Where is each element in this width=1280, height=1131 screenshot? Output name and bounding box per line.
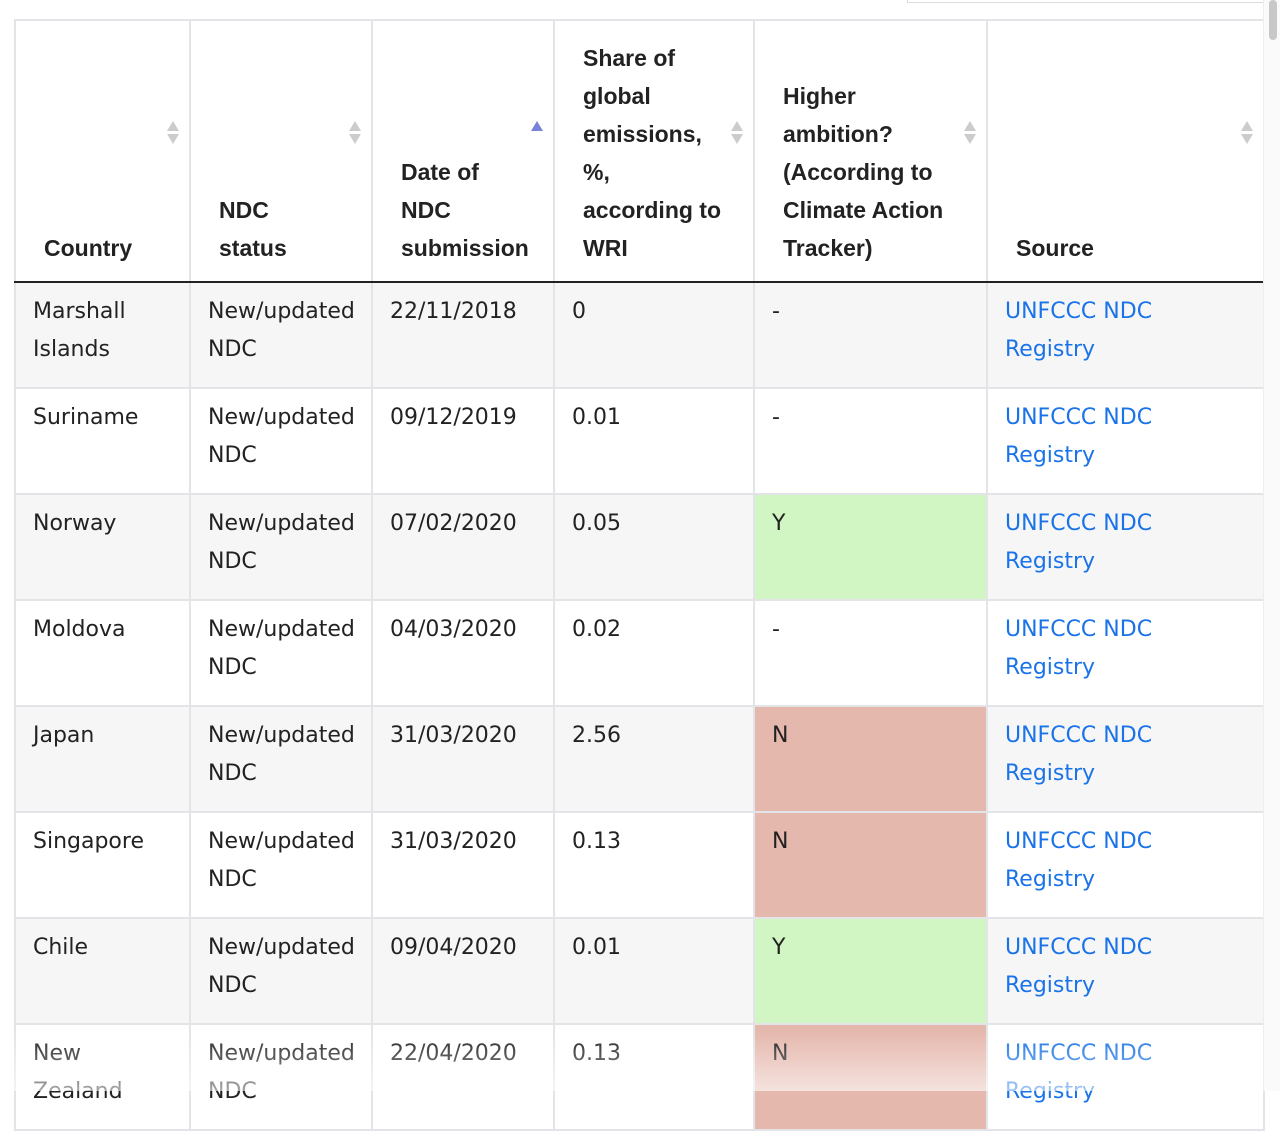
cell-date: 31/03/2020 xyxy=(371,811,555,919)
column-header-label: Country xyxy=(44,235,133,261)
table-row: Marshall Islands New/updated NDC 22/11/201… xyxy=(14,281,1265,389)
header-row: Country NDC status Date of NDC submission S… xyxy=(14,19,1265,283)
cell-share: 0.13 xyxy=(553,1023,755,1131)
cell-source: UNFCCC NDC Registry xyxy=(986,1023,1265,1131)
scrollbar[interactable] xyxy=(1263,0,1280,1091)
source-link[interactable]: UNFCCC NDC Registry xyxy=(1005,935,1153,998)
sort-icon[interactable] xyxy=(167,121,179,145)
cell-country: Chile xyxy=(14,917,191,1025)
cell-country: Singapore xyxy=(14,811,191,919)
cell-date: 04/03/2020 xyxy=(371,599,555,707)
cell-source: UNFCCC NDC Registry xyxy=(986,705,1265,813)
cell-country: New Zealand xyxy=(14,1023,191,1131)
ndc-table: Country NDC status Date of NDC submission S… xyxy=(14,19,1265,1131)
cell-share: 0.01 xyxy=(553,917,755,1025)
sort-icon[interactable] xyxy=(349,121,361,145)
column-header-label: Higher ambition? (According to Climate A… xyxy=(783,83,944,261)
cell-country: Moldova xyxy=(14,599,191,707)
cell-status: New/updated NDC xyxy=(189,705,373,813)
column-header-label: Source xyxy=(1016,235,1094,261)
cell-status: New/updated NDC xyxy=(189,1023,373,1131)
cell-share: 0 xyxy=(553,281,755,389)
column-header-higher-ambition-according-to-climate-action-tracker[interactable]: Higher ambition? (According to Climate A… xyxy=(753,19,988,283)
source-link[interactable]: UNFCCC NDC Registry xyxy=(1005,511,1153,574)
cell-country: Marshall Islands xyxy=(14,281,191,389)
cell-source: UNFCCC NDC Registry xyxy=(986,811,1265,919)
cell-source: UNFCCC NDC Registry xyxy=(986,599,1265,707)
cell-share: 0.01 xyxy=(553,387,755,495)
source-link[interactable]: UNFCCC NDC Registry xyxy=(1005,617,1153,680)
search-input-edge[interactable] xyxy=(907,0,1264,3)
table-row: Chile New/updated NDC 09/04/2020 0.01 Y UNFCC… xyxy=(14,917,1265,1025)
cell-status: New/updated NDC xyxy=(189,811,373,919)
cell-date: 09/04/2020 xyxy=(371,917,555,1025)
cell-country: Japan xyxy=(14,705,191,813)
cell-ambition: N xyxy=(753,705,988,813)
cell-ambition: N xyxy=(753,811,988,919)
table-row: Norway New/updated NDC 07/02/2020 0.05 Y UNFC… xyxy=(14,493,1265,601)
column-header-source[interactable]: Source xyxy=(986,19,1265,283)
column-header-country[interactable]: Country xyxy=(14,19,191,283)
cell-source: UNFCCC NDC Registry xyxy=(986,917,1265,1025)
cell-source: UNFCCC NDC Registry xyxy=(986,493,1265,601)
cell-status: New/updated NDC xyxy=(189,387,373,495)
column-header-share-of-global-emissions-according-to-wri[interactable]: Share of global emissions, %, according … xyxy=(553,19,755,283)
column-header-label: Date of NDC submission xyxy=(401,159,529,261)
table-row: Moldova New/updated NDC 04/03/2020 0.02- UNF… xyxy=(14,599,1265,707)
cell-source: UNFCCC NDC Registry xyxy=(986,387,1265,495)
cell-date: 07/02/2020 xyxy=(371,493,555,601)
cell-ambition: Y xyxy=(753,493,988,601)
cell-ambition: N xyxy=(753,1023,988,1131)
cell-share: 0.05 xyxy=(553,493,755,601)
cell-share: 0.02 xyxy=(553,599,755,707)
scrollbar-thumb[interactable] xyxy=(1269,0,1277,40)
cell-source: UNFCCC NDC Registry xyxy=(986,281,1265,389)
table-row: Japan New/updated NDC 31/03/2020 2.56 N UNFCC… xyxy=(14,705,1265,813)
cell-share: 2.56 xyxy=(553,705,755,813)
cell-status: New/updated NDC xyxy=(189,493,373,601)
column-header-label: Share of global emissions, %, according … xyxy=(583,45,722,261)
cell-date: 22/04/2020 xyxy=(371,1023,555,1131)
cell-ambition: Y xyxy=(753,917,988,1025)
cell-ambition: - xyxy=(753,599,988,707)
cell-share: 0.13 xyxy=(553,811,755,919)
cell-status: New/updated NDC xyxy=(189,917,373,1025)
source-link[interactable]: UNFCCC NDC Registry xyxy=(1005,829,1153,892)
column-header-label: NDC status xyxy=(219,197,287,261)
table-row: Suriname New/updated NDC 09/12/2019 0.01- UN… xyxy=(14,387,1265,495)
cell-ambition: - xyxy=(753,281,988,389)
source-link[interactable]: UNFCCC NDC Registry xyxy=(1005,1041,1153,1104)
cell-country: Norway xyxy=(14,493,191,601)
sort-icon[interactable] xyxy=(964,121,976,145)
cell-status: New/updated NDC xyxy=(189,281,373,389)
cell-status: New/updated NDC xyxy=(189,599,373,707)
cell-date: 31/03/2020 xyxy=(371,705,555,813)
cell-date: 22/11/2018 xyxy=(371,281,555,389)
cell-ambition: - xyxy=(753,387,988,495)
sort-icon[interactable] xyxy=(1241,121,1253,145)
sort-ascending-icon[interactable] xyxy=(531,121,543,145)
source-link[interactable]: UNFCCC NDC Registry xyxy=(1005,405,1153,468)
sort-icon[interactable] xyxy=(731,121,743,145)
source-link[interactable]: UNFCCC NDC Registry xyxy=(1005,299,1153,362)
cell-country: Suriname xyxy=(14,387,191,495)
source-link[interactable]: UNFCCC NDC Registry xyxy=(1005,723,1153,786)
column-header-date-of-ndc-submission[interactable]: Date of NDC submission xyxy=(371,19,555,283)
column-header-ndc-status[interactable]: NDC status xyxy=(189,19,373,283)
cell-date: 09/12/2019 xyxy=(371,387,555,495)
table-row: New Zealand New/updated NDC 22/04/2020 0.13… xyxy=(14,1023,1265,1131)
table-row: Singapore New/updated NDC 31/03/2020 0.13 N U… xyxy=(14,811,1265,919)
